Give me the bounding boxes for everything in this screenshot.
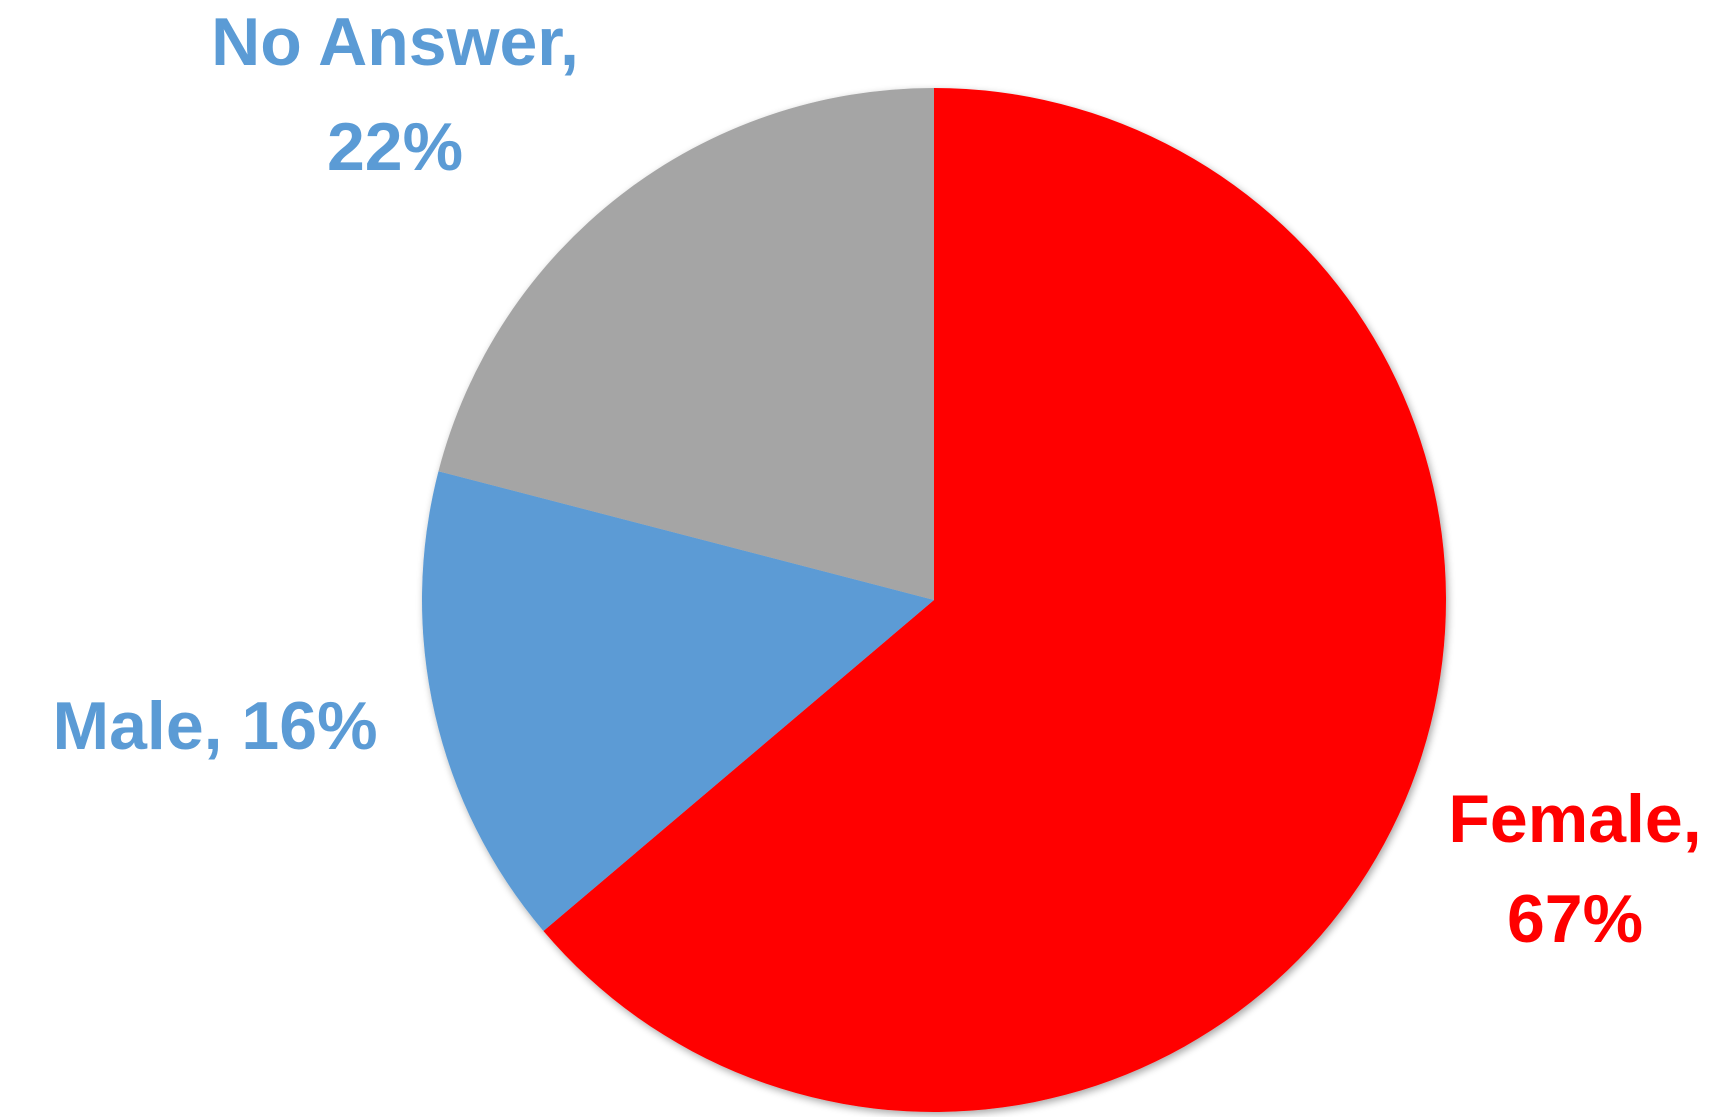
data-label-female: Female, 67% xyxy=(1448,781,1701,957)
pie-data-labels: Female, 67% Male, 16% No Answer, 22% xyxy=(52,4,1701,957)
data-label-line: 67% xyxy=(1507,881,1643,957)
data-label-line: 22% xyxy=(327,109,463,185)
pie-slice-female xyxy=(543,88,1446,1112)
data-label-male: Male, 16% xyxy=(52,688,377,764)
pie-slices xyxy=(422,88,1446,1112)
data-label-line: Male, 16% xyxy=(52,688,377,764)
pie-slice-male xyxy=(422,471,934,932)
data-label-no-answer: No Answer, 22% xyxy=(211,4,579,185)
data-label-line: No Answer, xyxy=(211,4,579,80)
pie-slice-no-answer xyxy=(438,88,934,600)
data-label-line: Female, xyxy=(1448,781,1701,857)
